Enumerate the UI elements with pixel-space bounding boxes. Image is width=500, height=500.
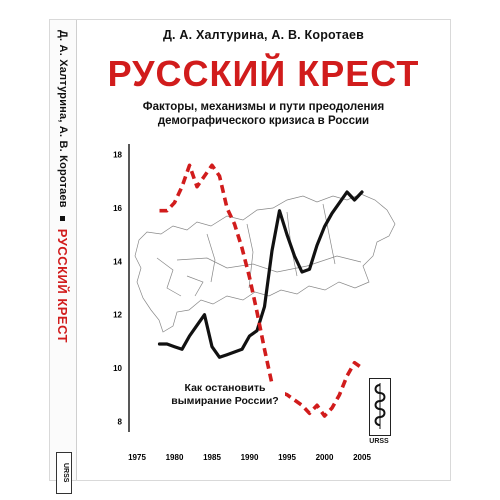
question-line-1: Как остановить [184,382,266,394]
x-tick-label: 1995 [278,453,296,462]
subtitle-line-2: демографического кризиса в России [157,115,370,127]
cover-question: Как остановить вымирание России? [165,382,285,408]
spine-separator [60,215,66,221]
russia-map-outline [134,193,396,333]
y-tick-label: 12 [113,311,122,320]
publisher-logo-label: URSS [369,438,389,445]
publisher-logo-icon [369,378,391,436]
cover-title: РУССКИЙ КРЕСТ [107,53,420,94]
spine-title: РУССКИЙ КРЕСТ [55,228,71,344]
x-tick-label: 1990 [241,453,259,462]
series-line-dashed [159,163,364,418]
y-tick-label: 16 [113,204,122,213]
question-line-2: вымирание России? [171,395,279,407]
subtitle-line-1: Факторы, механизмы и пути преодоления [142,101,385,113]
front-cover: 8 10 12 14 16 18 1975 1980 1985 1990 1995 2000 2005… [77,20,450,480]
x-tick-label: 1975 [128,453,146,462]
cover-subtitle: Факторы, механизмы и пути преодоления де… [77,100,450,128]
y-tick-label: 18 [113,151,122,160]
x-tick-label: 2005 [353,453,371,462]
y-tick-labels: 8 10 12 14 16 18 [113,151,122,427]
chart: 8 10 12 14 16 18 1975 1980 1985 1990 1995 2000 2005 [113,144,396,462]
spine-authors: Д. А. Халтурина, А. В. Коротаев [57,30,69,208]
x-tick-label: 1985 [203,453,221,462]
y-tick-label: 10 [113,364,122,373]
y-tick-label: 8 [118,417,123,426]
x-tick-label: 1980 [166,453,184,462]
cover-authors: Д. А. Халтурина, А. В. Коротаев [162,28,365,42]
x-tick-label: 2000 [316,453,334,462]
book-spine: Д. А. Халтурина, А. В. Коротаев РУССКИЙ … [50,20,77,494]
series-line-solid [157,190,364,359]
spine-publisher-logo: URSS [56,452,72,494]
x-tick-labels: 1975 1980 1985 1990 1995 2000 2005 [128,453,371,462]
y-tick-label: 14 [113,257,122,266]
spine-text: Д. А. Халтурина, А. В. Коротаев РУССКИЙ … [52,30,74,470]
